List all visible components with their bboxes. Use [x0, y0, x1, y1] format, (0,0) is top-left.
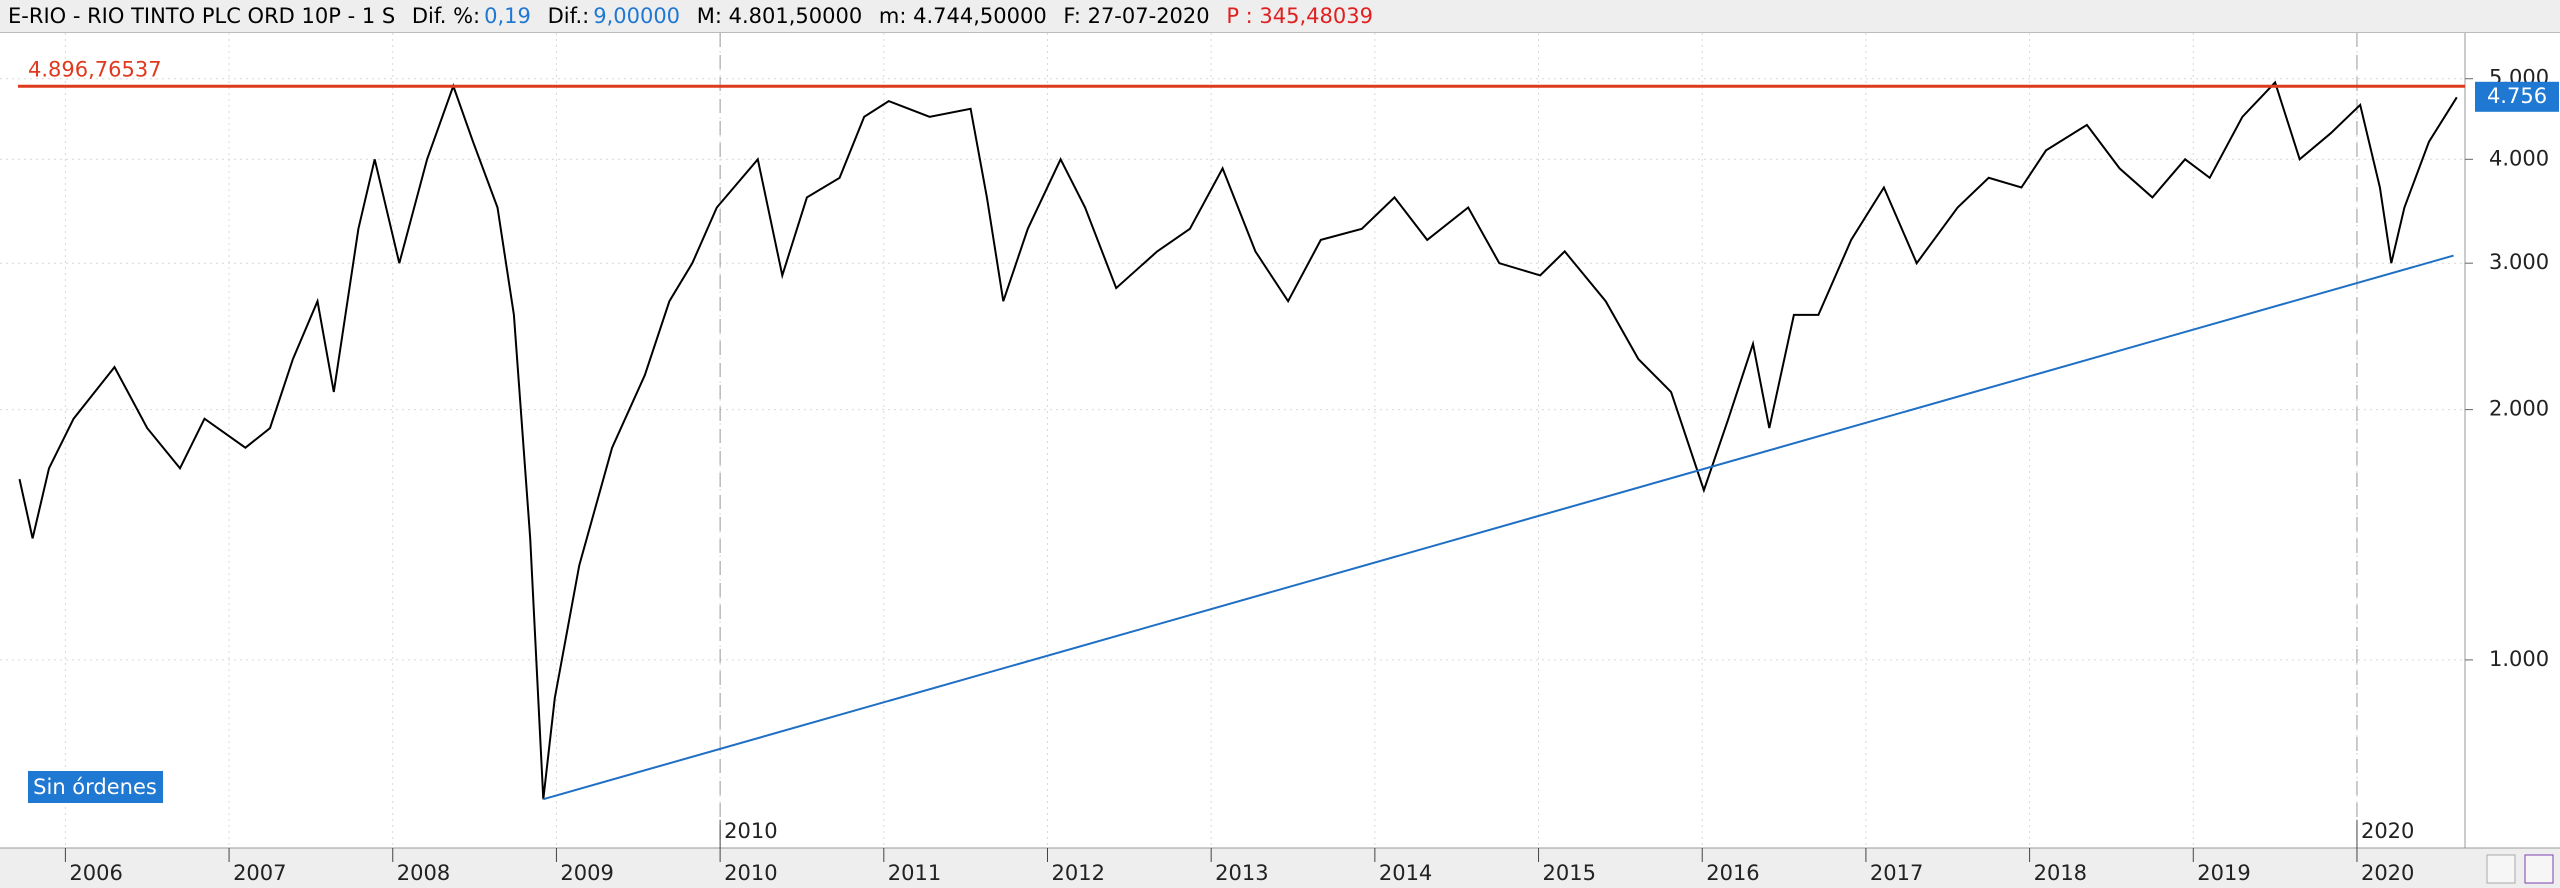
x-tick-label: 2017 — [1870, 861, 1923, 885]
decade-label: 2020 — [2361, 819, 2414, 843]
dif-pct-label: Dif. %: — [411, 4, 481, 28]
orders-button-label: Sin órdenes — [33, 775, 157, 799]
y-tick-label: 3.000 — [2489, 250, 2549, 274]
dif-pct: 0,19 — [484, 4, 531, 28]
last-price-label: 4.756 — [2487, 84, 2547, 108]
x-tick-label: 2008 — [397, 861, 450, 885]
y-tick-label: 2.000 — [2489, 397, 2549, 421]
min: m: 4.744,50000 — [878, 4, 1047, 28]
header: E-RIO - RIO TINTO PLC ORD 10P - 1 S Dif.… — [0, 0, 2560, 33]
dif: 9,00000 — [593, 4, 681, 28]
dif-label: Dif.: — [547, 4, 590, 28]
date: F: 27-07-2020 — [1063, 4, 1210, 28]
x-tick-label: 2013 — [1215, 861, 1268, 885]
x-tick-label: 2015 — [1543, 861, 1596, 885]
x-tick-label: 2012 — [1051, 861, 1104, 885]
decade-label: 2010 — [724, 819, 777, 843]
x-axis-band — [0, 848, 2560, 888]
save-icon[interactable] — [2524, 854, 2554, 884]
trendline — [543, 254, 2454, 801]
x-tick-label: 2006 — [69, 861, 122, 885]
per: P : 345,48039 — [1226, 4, 1373, 28]
x-tick-label: 2011 — [888, 861, 941, 885]
x-tick-label: 2018 — [2034, 861, 2087, 885]
x-tick-label: 2014 — [1379, 861, 1432, 885]
y-tick-label: 4.000 — [2489, 146, 2549, 170]
x-tick-label: 2019 — [2197, 861, 2250, 885]
price-line — [18, 80, 2458, 800]
y-tick-label: 1.000 — [2489, 647, 2549, 671]
x-tick-label: 2016 — [1706, 861, 1759, 885]
resistance-label: 4.896,76537 — [28, 57, 162, 81]
x-tick-label: 2020 — [2361, 861, 2414, 885]
scroll-icon[interactable] — [2486, 854, 2516, 884]
max: M: 4.801,50000 — [696, 4, 863, 28]
last-price-box — [2475, 81, 2559, 112]
orders-button[interactable] — [28, 771, 163, 803]
x-tick-label: 2009 — [560, 861, 613, 885]
symbol: E-RIO - RIO TINTO PLC ORD 10P - 1 S — [8, 4, 396, 28]
x-tick-label: 2007 — [233, 861, 286, 885]
x-tick-label: 2010 — [724, 861, 777, 885]
